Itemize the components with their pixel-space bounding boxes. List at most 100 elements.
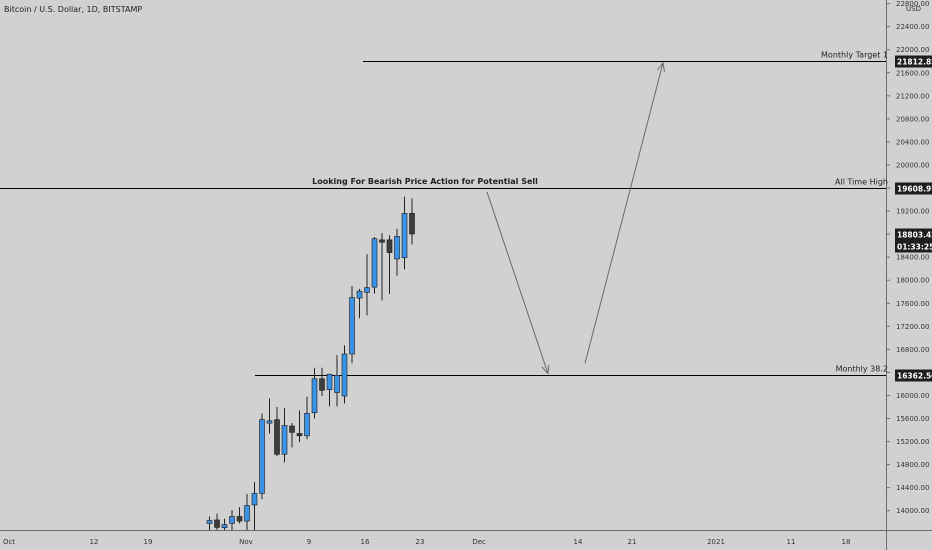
price-label-text: 19608.97 bbox=[897, 185, 932, 194]
candle-body bbox=[236, 516, 243, 522]
time-tick-label: Dec bbox=[472, 538, 486, 546]
candle bbox=[251, 481, 258, 530]
price-labels: 21812.85 19608.97 16362.56 18803.42 01:33:25 bbox=[895, 55, 932, 382]
candle-body bbox=[349, 297, 355, 355]
price-tick-label: 21600.00 bbox=[896, 69, 929, 77]
candle-body bbox=[379, 239, 385, 243]
candle bbox=[206, 516, 213, 530]
down-arrow bbox=[486, 191, 550, 375]
projection-arrows bbox=[486, 61, 665, 375]
candle-body bbox=[274, 419, 280, 455]
price-tick-label: 14000.00 bbox=[896, 507, 929, 515]
candle-body bbox=[206, 520, 213, 524]
candle bbox=[274, 406, 280, 456]
candle bbox=[401, 196, 408, 270]
level-price-label: 21812.85 bbox=[895, 55, 932, 68]
price-tick-label: 15600.00 bbox=[896, 415, 929, 423]
price-tick-label: 16800.00 bbox=[896, 346, 929, 354]
candle-body bbox=[341, 353, 348, 397]
price-tick-label: 22800.00 bbox=[896, 0, 929, 8]
time-tick-label: 16 bbox=[361, 538, 370, 546]
candle bbox=[371, 236, 378, 294]
candle bbox=[311, 367, 318, 419]
candle-body bbox=[281, 425, 288, 455]
symbol-title: Bitcoin / U.S. Dollar, 1D, BITSTAMP bbox=[4, 5, 142, 14]
time-tick-label: Oct bbox=[3, 538, 15, 546]
time-tick-label: 23 bbox=[416, 538, 425, 546]
arrow-shaft bbox=[584, 62, 664, 364]
candle-body bbox=[356, 290, 363, 299]
arrow-head bbox=[541, 364, 550, 375]
candle bbox=[296, 410, 303, 443]
level-label: All Time High bbox=[835, 178, 888, 187]
candle-body bbox=[229, 516, 235, 524]
candle-body bbox=[326, 373, 333, 391]
candle bbox=[221, 518, 228, 530]
price-tick-label: 14800.00 bbox=[896, 461, 929, 469]
time-tick-label: 9 bbox=[307, 538, 311, 546]
candle bbox=[214, 513, 220, 530]
price-label-text: 21812.85 bbox=[897, 58, 932, 67]
time-tick-label: 11 bbox=[787, 538, 796, 546]
candle bbox=[229, 510, 235, 530]
price-tick-label: 20800.00 bbox=[896, 115, 929, 123]
candle-body bbox=[386, 239, 393, 253]
price-label-bg bbox=[895, 240, 932, 253]
price-label-bg bbox=[895, 182, 932, 195]
candle bbox=[319, 367, 325, 397]
candle bbox=[281, 408, 288, 463]
candle-body bbox=[334, 375, 340, 393]
candle-body bbox=[251, 493, 258, 506]
up-arrow bbox=[584, 61, 665, 364]
level-label: Monthly Target 1 bbox=[821, 51, 888, 60]
candle bbox=[334, 355, 340, 407]
price-tick-label: 18000.00 bbox=[896, 277, 929, 285]
current-price-label: 18803.42 bbox=[895, 228, 932, 241]
time-tick-label: 19 bbox=[144, 538, 153, 546]
candle bbox=[326, 373, 333, 407]
candle-body bbox=[371, 238, 378, 288]
candle bbox=[379, 232, 385, 301]
candle-body bbox=[259, 419, 265, 494]
price-label-text: 16362.56 bbox=[897, 372, 932, 381]
time-tick-label: 14 bbox=[574, 538, 583, 546]
candle bbox=[341, 345, 348, 404]
price-tick-label: 20000.00 bbox=[896, 161, 929, 169]
bar-countdown-label: 01:33:25 bbox=[895, 240, 932, 253]
level-price-label: 19608.97 bbox=[895, 182, 932, 195]
candle bbox=[349, 285, 355, 364]
candle bbox=[364, 254, 370, 316]
candle-body bbox=[311, 378, 318, 414]
candle-body bbox=[266, 420, 273, 424]
candle-body bbox=[319, 378, 325, 391]
price-label-text: 01:33:25 bbox=[897, 243, 932, 252]
level-price-label: 16362.56 bbox=[895, 369, 932, 382]
price-tick-label: 15200.00 bbox=[896, 438, 929, 446]
arrow-shaft bbox=[486, 191, 549, 374]
candle-body bbox=[289, 425, 295, 433]
candle-body bbox=[221, 524, 228, 529]
price-tick-label: 18400.00 bbox=[896, 254, 929, 262]
price-label-bg bbox=[895, 228, 932, 241]
time-tick-label: 21 bbox=[628, 538, 637, 546]
price-tick-label: 21200.00 bbox=[896, 92, 929, 100]
level-label: Monthly 38.2 bbox=[836, 365, 888, 374]
price-tick-label: 16000.00 bbox=[896, 392, 929, 400]
time-axis[interactable]: Oct 12 19 Nov 9 16 23 Dec 14 21 2021 11 18 bbox=[3, 538, 851, 546]
plot-area[interactable] bbox=[0, 0, 886, 530]
candlestick-series bbox=[206, 196, 415, 530]
candle-body bbox=[214, 519, 220, 528]
candle-body bbox=[244, 505, 250, 522]
time-tick-label: 12 bbox=[90, 538, 99, 546]
time-tick-label: 18 bbox=[842, 538, 851, 546]
price-tick-label: 17200.00 bbox=[896, 323, 929, 331]
price-axis[interactable]: 14000.00 14400.00 14800.00 15200.00 15600.00… bbox=[886, 0, 929, 515]
price-tick-label: 19200.00 bbox=[896, 208, 929, 216]
candle bbox=[236, 507, 243, 524]
candle bbox=[409, 198, 415, 245]
candle bbox=[386, 235, 393, 295]
time-tick-label: Nov bbox=[239, 538, 253, 546]
candle-body bbox=[304, 413, 310, 437]
price-tick-label: 20400.00 bbox=[896, 138, 929, 146]
